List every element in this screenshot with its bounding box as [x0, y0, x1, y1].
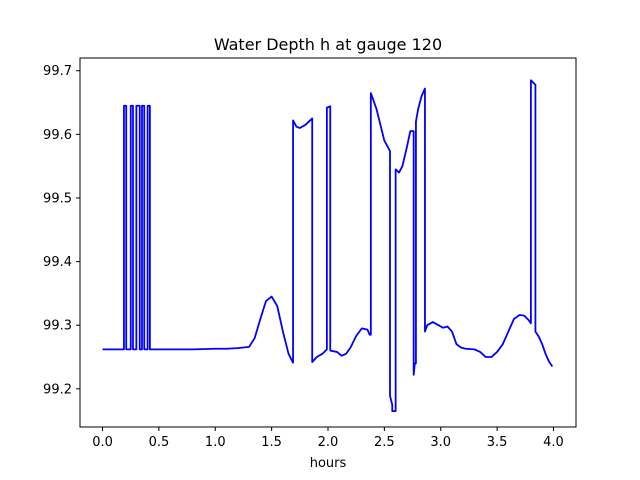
x-tick-label: 1.5: [261, 435, 282, 450]
y-tick-label: 99.3: [43, 319, 72, 334]
y-tick-label: 99.7: [43, 64, 72, 79]
x-tick-label: 3.0: [430, 435, 451, 450]
x-tick-label: 2.5: [374, 435, 395, 450]
y-tick-label: 99.6: [43, 128, 72, 143]
x-tick-label: 1.0: [205, 435, 226, 450]
chart-title: Water Depth h at gauge 120: [214, 35, 442, 54]
x-axis: 0.0 0.5 1.0 1.5 2.0 2.5 3.0 3.5 4.0: [92, 427, 564, 450]
x-tick-label: 0.0: [92, 435, 113, 450]
y-tick-label: 99.5: [43, 191, 72, 206]
series-line-water-depth: [102, 79, 554, 412]
y-tick-label: 99.2: [43, 382, 72, 397]
x-tick-label: 4.0: [543, 435, 564, 450]
x-tick-label: 2.0: [318, 435, 339, 450]
x-axis-label: hours: [310, 456, 347, 471]
y-axis: 99.2 99.3 99.4 99.5 99.6 99.7: [43, 64, 80, 397]
plot-area: [102, 79, 554, 412]
y-tick-label: 99.4: [43, 255, 72, 270]
x-tick-label: 3.5: [487, 435, 508, 450]
x-tick-label: 0.5: [149, 435, 170, 450]
